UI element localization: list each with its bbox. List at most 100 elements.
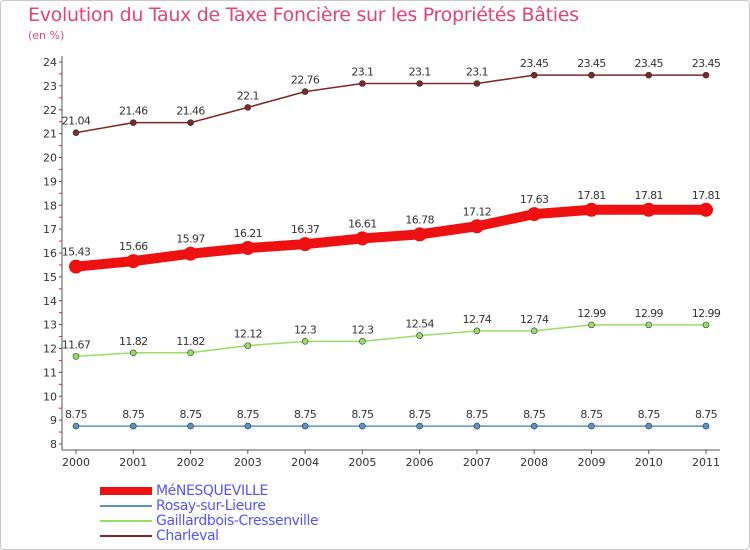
data-label: 8.75 bbox=[580, 408, 603, 421]
legend-item-0: MéNESQUEVILLE bbox=[100, 483, 400, 499]
data-point bbox=[240, 240, 255, 255]
data-label: 15.43 bbox=[62, 246, 91, 259]
legend-item-2: Gaillardbois-Cressenville bbox=[100, 513, 400, 529]
data-label: 21.04 bbox=[62, 115, 91, 128]
data-label: 23.1 bbox=[466, 65, 488, 78]
data-point bbox=[469, 219, 484, 234]
data-point bbox=[72, 422, 80, 430]
data-point bbox=[129, 349, 137, 357]
series-3 bbox=[72, 71, 710, 136]
data-label: 11.82 bbox=[119, 335, 148, 348]
x-tick-label-2009: 2009 bbox=[577, 456, 605, 469]
y-tick-label-17: 17 bbox=[43, 223, 57, 236]
y-tick-label-13: 13 bbox=[43, 319, 57, 332]
y-tick-label-18: 18 bbox=[43, 199, 57, 212]
data-point bbox=[645, 321, 653, 329]
data-point bbox=[412, 227, 427, 242]
data-label: 17.81 bbox=[692, 189, 721, 202]
axes: 8 9 10 11 12 13 14 15 16 17 18 19 20 21 22 23 24 2000 2001… bbox=[43, 56, 720, 469]
legend-item-1: Rosay-sur-Lieure bbox=[100, 498, 400, 514]
data-point bbox=[359, 80, 366, 87]
y-tick-label-23: 23 bbox=[43, 80, 57, 93]
series-line-0 bbox=[71, 204, 711, 272]
x-tick-label-2003: 2003 bbox=[234, 456, 262, 469]
legend-swatch bbox=[100, 505, 152, 507]
data-label: 11.67 bbox=[62, 338, 91, 351]
data-point bbox=[359, 338, 366, 345]
data-label: 23.45 bbox=[634, 57, 663, 70]
data-point bbox=[645, 71, 653, 79]
data-point bbox=[473, 327, 481, 335]
series-line-2 bbox=[75, 324, 707, 358]
legend-swatch bbox=[100, 535, 152, 537]
data-point bbox=[72, 353, 80, 360]
data-point bbox=[72, 129, 80, 136]
data-label: 22.1 bbox=[237, 89, 259, 102]
data-label: 15.66 bbox=[119, 240, 148, 253]
chart-title: Evolution du Taux de Taxe Foncière sur l… bbox=[28, 4, 579, 26]
data-label: 12.99 bbox=[634, 307, 663, 320]
data-label: 15.97 bbox=[176, 233, 205, 246]
legend-item-3: Charleval bbox=[100, 528, 400, 544]
x-tick-label-2004: 2004 bbox=[291, 456, 319, 469]
data-label: 22.76 bbox=[291, 74, 320, 87]
data-label: 8.75 bbox=[294, 408, 317, 421]
data-labels-layer: 21.04 21.46 21.46 22.1 22.76 23.1 23.1 23.1 23.4… bbox=[62, 57, 722, 421]
data-label: 17.63 bbox=[520, 193, 549, 206]
data-point bbox=[301, 88, 309, 95]
x-tick-label-2005: 2005 bbox=[348, 456, 376, 469]
y-tick-label-21: 21 bbox=[43, 128, 57, 141]
y-tick-label-9: 9 bbox=[50, 414, 57, 427]
data-point bbox=[187, 349, 194, 357]
data-point bbox=[416, 332, 423, 339]
data-label: 23.45 bbox=[577, 57, 606, 70]
data-label: 8.75 bbox=[638, 408, 661, 421]
data-point bbox=[530, 71, 538, 79]
y-tick-label-24: 24 bbox=[43, 56, 57, 69]
data-point bbox=[355, 231, 370, 246]
data-label: 12.99 bbox=[577, 307, 606, 320]
legend-label: Gaillardbois-Cressenville bbox=[156, 513, 319, 529]
legend-swatch bbox=[100, 520, 152, 522]
y-tick-label-14: 14 bbox=[43, 295, 57, 308]
data-label: 8.75 bbox=[695, 408, 718, 421]
data-point bbox=[301, 422, 309, 430]
series-2 bbox=[72, 321, 710, 360]
data-label: 8.75 bbox=[65, 408, 88, 421]
data-point bbox=[641, 202, 656, 217]
data-label: 23.1 bbox=[351, 65, 373, 78]
series-line-3 bbox=[75, 74, 707, 134]
data-label: 23.45 bbox=[692, 57, 721, 70]
data-point bbox=[187, 119, 194, 126]
data-point bbox=[244, 422, 252, 430]
data-point bbox=[416, 80, 423, 87]
data-label: 12.3 bbox=[351, 323, 374, 336]
x-tick-label-2007: 2007 bbox=[463, 456, 491, 469]
data-point bbox=[588, 321, 595, 329]
data-label: 16.37 bbox=[291, 223, 320, 236]
data-point bbox=[702, 71, 710, 79]
data-point bbox=[702, 422, 710, 430]
x-tick-label-2000: 2000 bbox=[62, 456, 90, 469]
data-label: 8.75 bbox=[351, 408, 374, 421]
data-label: 8.75 bbox=[466, 408, 489, 421]
x-tick-label-2008: 2008 bbox=[520, 456, 548, 469]
legend-label: MéNESQUEVILLE bbox=[156, 483, 268, 499]
data-point bbox=[69, 259, 83, 274]
unit-label: (en %) bbox=[28, 29, 65, 42]
data-point bbox=[530, 422, 538, 430]
series-layer bbox=[69, 71, 713, 430]
data-label: 17.81 bbox=[634, 189, 663, 202]
data-point bbox=[699, 202, 713, 217]
data-point bbox=[588, 422, 595, 430]
data-point bbox=[129, 422, 137, 430]
y-tick-label-10: 10 bbox=[43, 390, 57, 403]
data-label: 12.3 bbox=[294, 323, 317, 336]
y-tick-label-8: 8 bbox=[50, 438, 57, 451]
legend: MéNESQUEVILLE Rosay-sur-Lieure Gaillardboi… bbox=[100, 483, 400, 544]
data-label: 8.75 bbox=[409, 408, 432, 421]
data-label: 23.1 bbox=[409, 65, 431, 78]
x-tick-label-2001: 2001 bbox=[119, 456, 147, 469]
data-label: 8.75 bbox=[179, 408, 202, 421]
